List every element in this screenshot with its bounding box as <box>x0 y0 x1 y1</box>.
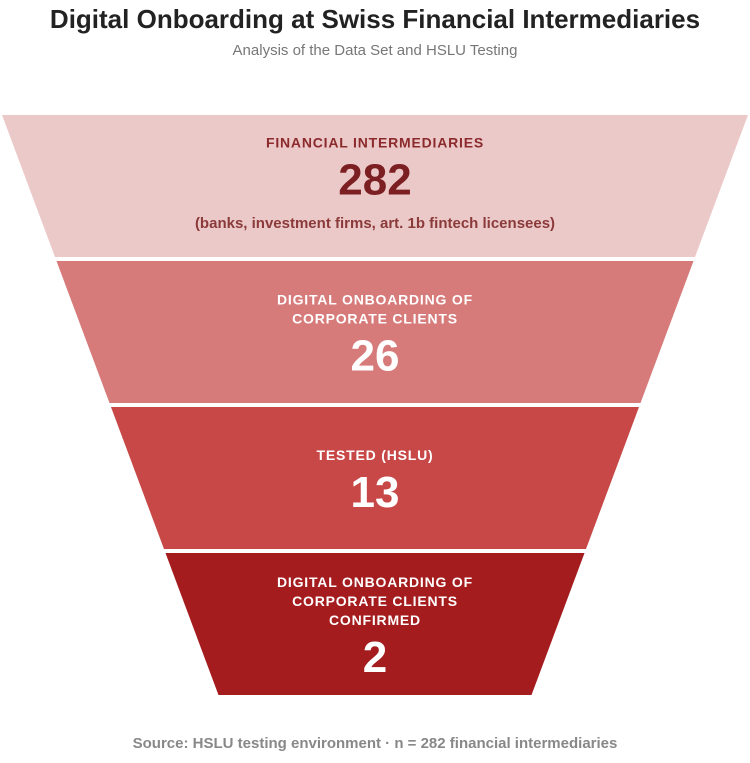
funnel-segment <box>2 115 748 257</box>
chart-subtitle: Analysis of the Data Set and HSLU Testin… <box>233 42 518 59</box>
stage-label: FINANCIAL INTERMEDIARIES <box>266 135 484 151</box>
stage-label: DIGITAL ONBOARDING OF <box>277 292 473 308</box>
stage-note: (banks, investment firms, art. 1b fintec… <box>195 215 555 232</box>
stage-label: CORPORATE CLIENTS <box>292 311 458 327</box>
stage-label: CORPORATE CLIENTS <box>292 593 458 609</box>
stage-value: 282 <box>338 156 411 205</box>
funnel-segment <box>56 261 694 403</box>
stage-value: 13 <box>351 468 400 517</box>
stage-label: CONFIRMED <box>329 612 421 628</box>
chart-title: Digital Onboarding at Swiss Financial In… <box>50 4 700 34</box>
funnel-segment <box>165 553 585 695</box>
source-note: Source: HSLU testing environment · n = 2… <box>133 735 618 752</box>
stage-label: TESTED (HSLU) <box>317 447 434 463</box>
stage-value: 26 <box>351 332 400 381</box>
funnel-segment <box>110 407 640 549</box>
stage-value: 2 <box>363 633 387 682</box>
stage-label: DIGITAL ONBOARDING OF <box>277 574 473 590</box>
